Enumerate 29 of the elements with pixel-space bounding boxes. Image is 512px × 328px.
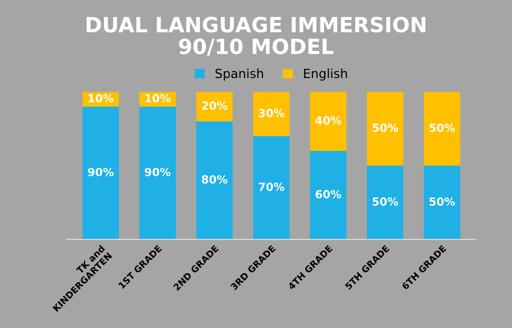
bar	[424, 92, 460, 166]
data-label: 20%	[202, 101, 228, 110]
data-label: 80%	[202, 175, 228, 184]
data-label: 50%	[372, 124, 398, 132]
data-label: 70%	[258, 182, 284, 192]
data-label: 60%	[316, 190, 342, 198]
bar	[424, 166, 460, 240]
bar	[310, 150, 346, 240]
data-label: 40%	[315, 116, 342, 125]
data-label: 50%	[430, 124, 455, 132]
legend-label: English	[304, 68, 347, 81]
bar	[253, 136, 290, 240]
data-label: 10%	[88, 94, 114, 102]
data-label: 90%	[88, 168, 114, 176]
bar	[82, 106, 119, 240]
bar	[366, 166, 404, 240]
legend-label: Spanish	[216, 68, 264, 81]
bar	[310, 92, 346, 151]
bar	[196, 121, 233, 240]
data-label: 50%	[372, 197, 398, 206]
data-label: 90%	[144, 168, 171, 176]
bar	[196, 92, 233, 122]
data-label: 10%	[146, 94, 171, 102]
data-label: 50%	[430, 197, 455, 206]
bar	[366, 92, 404, 166]
bar	[253, 92, 290, 136]
chart-title: DUAL LANGUAGE IMMERSION 90/10 MODEL	[86, 16, 426, 56]
bar	[139, 106, 176, 240]
data-label: 30%	[258, 108, 284, 118]
